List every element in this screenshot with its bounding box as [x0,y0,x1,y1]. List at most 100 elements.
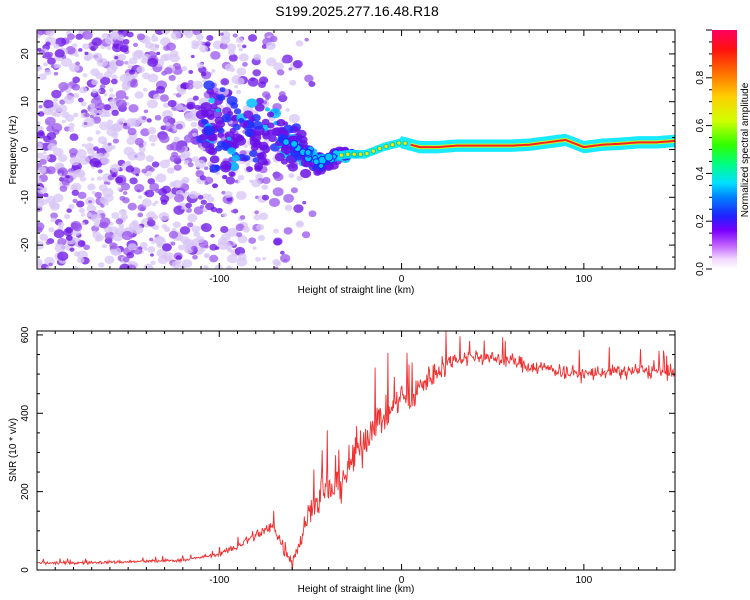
noise-blob [224,243,233,250]
noise-blob [77,191,87,200]
noise-blob [190,54,195,59]
noise-blob [39,158,47,165]
noise-blob [296,175,303,181]
noise-blob [117,53,127,61]
noise-blob [253,214,261,221]
noise-blob [110,125,116,129]
signal-blob [287,163,299,172]
signal-blob [267,122,275,129]
noise-blob [156,51,161,56]
noise-blob [82,73,88,78]
noise-blob [136,33,146,41]
noise-blob [256,223,265,231]
snr-y-tick-label: 0 [20,567,31,573]
noise-blob [45,41,51,46]
noise-blob [102,187,114,198]
noise-blob [146,118,152,123]
noise-blob [140,206,146,211]
noise-blob [261,256,267,261]
signal-blob [252,120,264,130]
noise-blob [273,172,284,182]
noise-blob [63,94,75,105]
noise-blob [65,46,76,55]
noise-blob [164,67,173,75]
noise-blob [175,259,182,265]
signal-blob [249,149,258,158]
noise-blob [136,66,145,74]
noise-blob [121,209,126,213]
noise-blob [211,69,216,73]
noise-blob [254,210,259,215]
noise-blob [248,237,257,244]
noise-blob [81,143,86,147]
noise-blob [166,167,175,174]
noise-blob [58,81,69,91]
noise-blob [123,146,135,156]
noise-blob [258,212,269,221]
noise-blob [226,196,233,202]
noise-blob [274,266,279,269]
snr-plot: -100 0 100 0 200 400 600 Height of straight li… [8,326,676,595]
noise-blob [190,121,198,128]
noise-blob [37,111,45,117]
noise-blob [204,166,209,170]
noise-blob [106,119,114,125]
noise-blob [44,69,52,76]
noise-blob [91,37,103,47]
noise-blob [66,208,72,213]
noise-blob [185,202,192,209]
noise-blob [73,112,79,118]
noise-blob [122,38,130,45]
noise-blob [281,57,289,64]
signal-blob [274,152,285,162]
colorbar-tick-label: 0.8 [695,70,706,84]
noise-blob [171,151,179,158]
noise-blob [59,185,68,192]
noise-blob [273,228,280,234]
noise-blob [162,243,172,252]
noise-blob [238,53,249,62]
noise-blob [172,221,181,229]
noise-blob [146,265,154,269]
noise-blob [140,128,150,137]
noise-blob [183,245,194,254]
noise-blob [261,184,269,190]
noise-blob [37,166,47,174]
noise-blob [135,173,140,177]
noise-blob [149,237,154,242]
noise-blob [68,122,75,129]
noise-blob [162,102,170,108]
noise-blob [66,175,70,179]
noise-blob [302,200,307,205]
noise-blob [104,255,115,265]
noise-blob [224,63,235,72]
noise-blob [251,179,262,188]
noise-blob [156,242,163,248]
noise-blob [141,116,147,121]
noise-blob [49,202,61,211]
noise-blob [187,222,194,228]
noise-blob [131,78,138,84]
noise-blob [175,123,183,130]
noise-blob [150,260,156,266]
noise-blob [290,187,298,194]
noise-blob [194,104,201,111]
noise-blob [228,54,238,62]
noise-blob [126,252,135,259]
noise-blob [143,109,149,114]
noise-blob [43,51,53,60]
signal-blob [203,125,216,136]
noise-blob [71,43,78,48]
noise-blob [97,152,104,159]
signal-spot [290,140,299,148]
noise-blob [77,257,85,264]
noise-blob [199,246,206,252]
noise-blob [134,91,144,99]
signal-blob [220,160,232,170]
noise-blob [177,236,183,241]
noise-blob [66,235,73,241]
snr-ticks: -100 0 100 0 200 400 600 [20,326,676,586]
noise-blob [37,121,41,126]
noise-blob [161,30,170,35]
noise-blob [236,36,244,44]
